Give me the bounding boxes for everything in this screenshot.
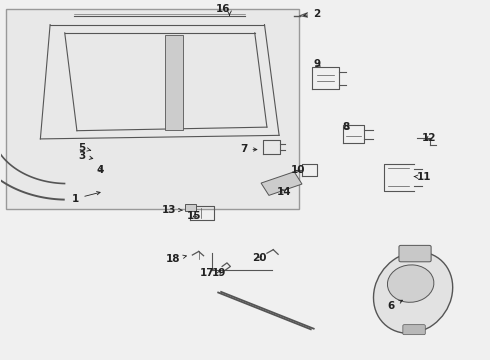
Ellipse shape [388,265,434,302]
Text: 11: 11 [414,172,432,182]
Text: 8: 8 [343,122,350,132]
Polygon shape [261,172,302,195]
Text: 6: 6 [388,300,402,311]
Ellipse shape [373,252,453,333]
Text: 2: 2 [304,9,320,19]
Text: 7: 7 [240,144,257,154]
Text: 14: 14 [277,187,291,197]
Text: 1: 1 [72,192,100,203]
FancyBboxPatch shape [185,204,196,211]
Text: 15: 15 [187,211,201,221]
Text: 19: 19 [212,268,226,278]
Text: 18: 18 [166,254,186,264]
FancyBboxPatch shape [399,246,431,262]
Text: 4: 4 [97,165,104,175]
Text: 10: 10 [291,165,305,175]
Text: 9: 9 [314,59,320,68]
Text: 13: 13 [162,204,182,215]
Text: 3: 3 [78,151,93,161]
FancyBboxPatch shape [165,35,183,130]
FancyBboxPatch shape [403,325,425,335]
Text: 16: 16 [216,4,230,14]
Text: 5: 5 [78,143,91,153]
FancyBboxPatch shape [6,9,298,208]
Text: 20: 20 [252,253,267,263]
Text: 12: 12 [421,133,436,143]
Text: 17: 17 [200,268,215,278]
